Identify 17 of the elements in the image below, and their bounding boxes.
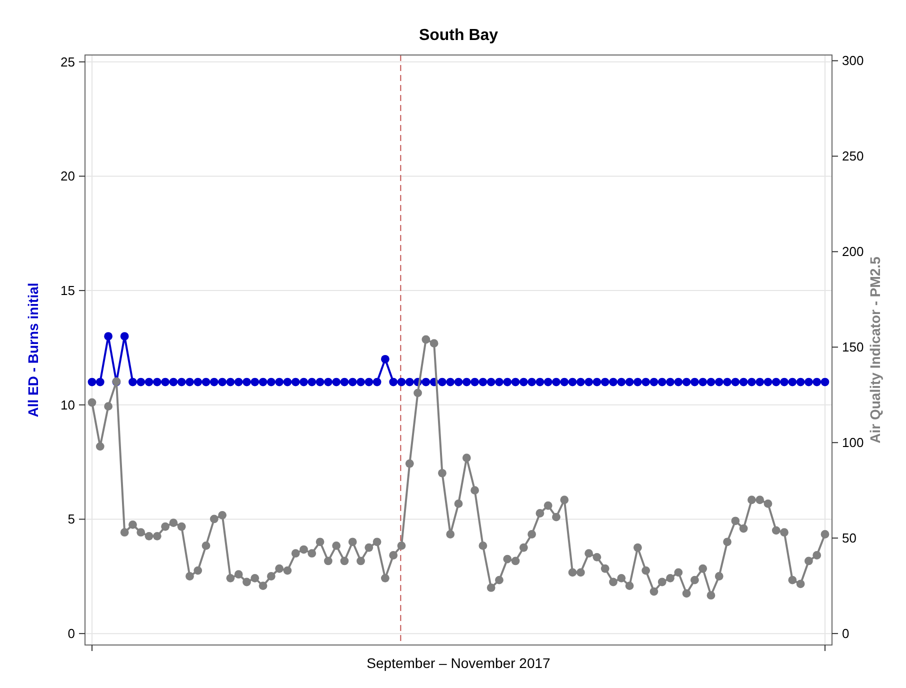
y-axis-title: All ED - Burns initial [25,282,41,418]
y-tick-label: 10 [60,397,75,412]
y2-tick-label: 150 [842,340,864,355]
y2-tick-label: 250 [842,148,864,164]
y-tick-label: 0 [68,626,75,642]
y2-tick-label: 100 [842,435,864,450]
y2-axis-title: Air Quality Indicator - PM2.5 [867,256,883,444]
y2-tick-label: 300 [842,53,864,68]
chart-title: South Bay [418,27,498,44]
y2-tick-label: 50 [842,530,856,546]
y-tick-label: 5 [68,512,75,527]
y2-tick-label: 0 [842,626,850,642]
y-tick-label: 15 [60,283,75,298]
y-tick-label: 20 [60,168,75,184]
x-axis-title: September – November 2017 [366,655,551,671]
y2-tick-label: 200 [842,244,864,260]
y-tick-label: 25 [60,54,75,70]
